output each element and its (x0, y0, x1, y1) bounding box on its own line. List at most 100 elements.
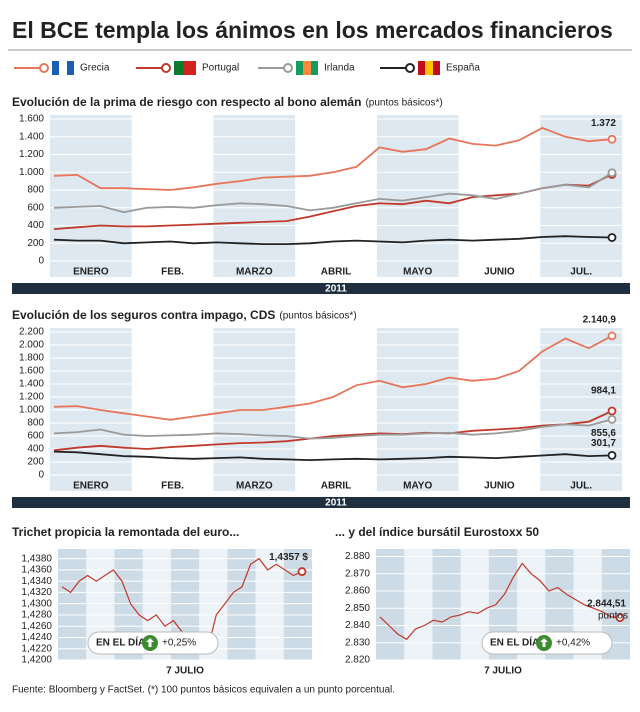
end-marker (607, 414, 617, 424)
y-tick-label: 1,4380 (21, 553, 52, 564)
x-tick-label: ENERO (73, 267, 109, 278)
end-marker (607, 233, 617, 242)
y-tick-label: 0 (38, 256, 44, 267)
value-note: puntos (598, 610, 628, 621)
y-tick-label: 600 (27, 202, 44, 213)
x-label: 7 JULIO (166, 666, 204, 677)
series-line (53, 450, 613, 462)
y-tick-label: 1,4340 (21, 576, 52, 587)
value-label: 301,7 (591, 438, 616, 449)
value-label: 984,1 (591, 386, 616, 397)
y-tick-label: 2.820 (345, 655, 370, 666)
chart-subtitle: (puntos básicos*) (365, 98, 442, 109)
y-tick-label: 1.000 (19, 167, 44, 178)
month-band (540, 115, 622, 277)
chart-title: ... y del índice bursátil Eurostoxx 50 (335, 525, 539, 539)
main-title: El BCE templa los ánimos en los mercados… (12, 17, 613, 43)
legend-marker (405, 63, 415, 73)
legend-label: Grecia (80, 63, 110, 74)
y-tick-label: 2.860 (345, 586, 370, 597)
y-tick-label: 1,4280 (21, 610, 52, 621)
x-tick-label: MARZO (236, 267, 273, 278)
hour-band (227, 549, 256, 660)
chart-title: Trichet propicia la remontada del euro..… (12, 525, 239, 539)
y-tick-label: 2.200 (19, 327, 44, 338)
legend-label: España (446, 63, 480, 74)
end-marker (297, 567, 307, 576)
y-tick-label: 2.850 (345, 603, 370, 614)
x-tick-label: JUL. (570, 267, 592, 278)
x-tick-label: MAYO (403, 481, 432, 492)
up-arrow (540, 638, 548, 647)
month-band (50, 115, 132, 277)
badge-label: EN EL DÍA (96, 636, 145, 649)
x-tick-label: JUNIO (484, 481, 515, 492)
x-tick-label: JUL. (570, 481, 592, 492)
end-marker (607, 331, 617, 341)
x-tick-label: JUNIO (484, 267, 515, 278)
x-tick-label: ABRIL (321, 267, 352, 278)
year-bar (12, 497, 630, 508)
legend-marker (161, 63, 171, 73)
x-tick-label: ENERO (73, 481, 109, 492)
change-label: +0,25% (162, 638, 196, 649)
x-tick-label: ABRIL (321, 481, 352, 492)
year-bar (12, 283, 630, 294)
footer: Fuente: Bloomberg y FactSet. (*) 100 pun… (12, 685, 395, 696)
value-label: 1,4357 $ (269, 552, 308, 563)
y-tick-label: 400 (27, 220, 44, 231)
y-tick-label: 2.840 (345, 620, 370, 631)
month-band (376, 115, 459, 277)
y-tick-label: 1,4300 (21, 598, 52, 609)
series-line (53, 126, 613, 191)
y-tick-label: 2.880 (345, 551, 370, 562)
series-line (53, 418, 613, 440)
y-tick-label: 1.800 (19, 353, 44, 364)
end-marker (607, 450, 617, 460)
y-tick-label: 1.600 (19, 366, 44, 377)
y-tick-label: 1,4220 (21, 643, 52, 654)
end-marker (607, 134, 617, 144)
y-tick-label: 1.400 (19, 379, 44, 390)
series-line (53, 235, 613, 245)
hour-band (376, 549, 405, 660)
x-tick-label: FEB. (161, 267, 184, 278)
chart-subtitle: (puntos básicos*) (279, 311, 356, 322)
value-label: 2.844,51 (587, 598, 626, 609)
up-arrow (146, 638, 154, 647)
series-line (53, 335, 613, 421)
chart-title: Evolución de la prima de riesgo con resp… (12, 95, 361, 109)
y-tick-label: 1.200 (19, 149, 44, 160)
flag-detail (425, 61, 433, 75)
y-tick-label: 2.830 (345, 637, 370, 648)
y-tick-label: 1,4260 (21, 621, 52, 632)
y-tick-label: 1,4320 (21, 587, 52, 598)
y-tick-label: 1,4360 (21, 565, 52, 576)
x-label: 7 JULIO (484, 666, 522, 677)
series-line (53, 172, 613, 214)
year-label: 2011 (325, 284, 347, 295)
y-tick-label: 1.600 (19, 114, 44, 125)
month-band (213, 115, 296, 277)
legend: Grecia Portugal Irlanda España (14, 61, 480, 75)
legend-marker (283, 63, 293, 73)
legend-label: Irlanda (324, 63, 355, 74)
end-marker (607, 406, 617, 416)
end-marker (607, 168, 617, 178)
flag-detail (303, 61, 311, 75)
y-tick-label: 200 (27, 457, 44, 468)
y-tick-label: 1.000 (19, 405, 44, 416)
y-tick-label: 1,4240 (21, 632, 52, 643)
y-tick-label: 1.200 (19, 392, 44, 403)
y-tick-label: 2.000 (19, 340, 44, 351)
flag-detail (59, 61, 67, 75)
hour-band (432, 549, 461, 660)
x-tick-label: MAYO (403, 267, 432, 278)
flag-detail (183, 61, 196, 75)
y-tick-label: 1,4200 (21, 655, 52, 666)
value-label: 2.140,9 (583, 314, 617, 325)
x-tick-label: FEB. (161, 481, 184, 492)
y-tick-label: 800 (27, 418, 44, 429)
value-label: 855,6 (591, 428, 616, 439)
